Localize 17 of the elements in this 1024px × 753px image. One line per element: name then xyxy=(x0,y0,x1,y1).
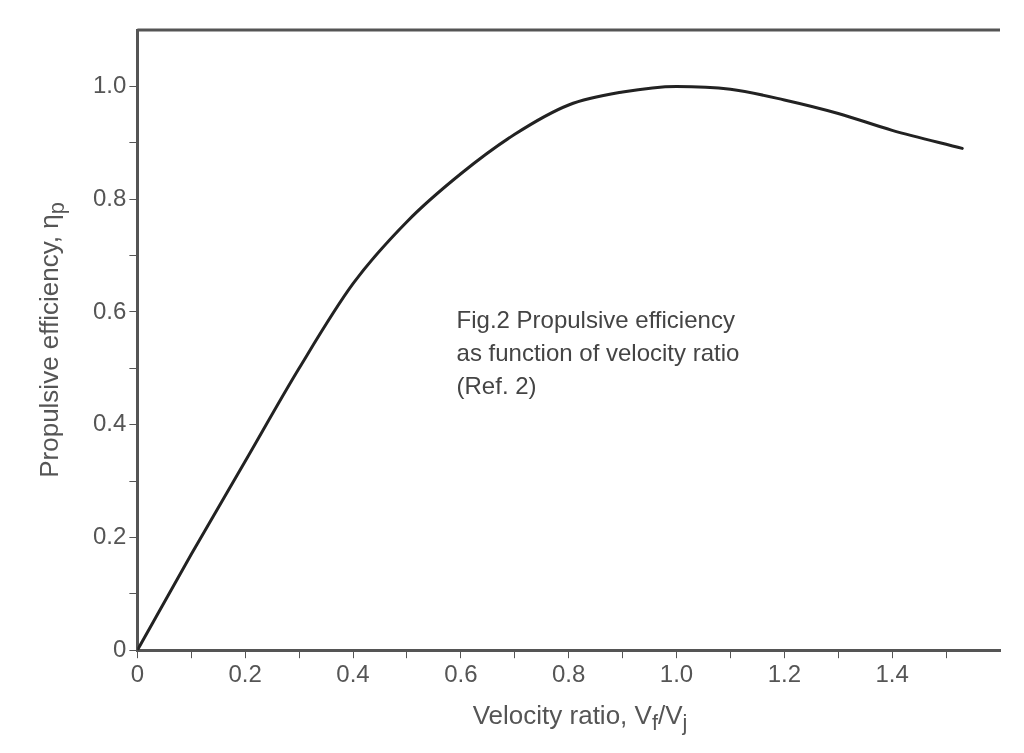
x-tick-label: 0.6 xyxy=(444,660,478,688)
x-tick-label: 1.4 xyxy=(875,660,909,688)
x-tick-label: 0 xyxy=(130,660,145,688)
x-tick-label: 0.4 xyxy=(336,660,370,688)
y-tick-label: 0.6 xyxy=(92,296,127,324)
x-tick-label: 0.2 xyxy=(228,660,262,688)
y-tick-label: 0 xyxy=(113,634,127,662)
line-series xyxy=(137,84,964,651)
x-tick-label: 1.2 xyxy=(767,660,802,688)
y-tick-label: 0.4 xyxy=(92,409,127,437)
y-tick-label: 0.8 xyxy=(92,183,127,211)
x-axis-title: Velocity ratio, V$_{f}$/V$_{j}$ xyxy=(471,700,689,737)
x-tick-label: 1.0 xyxy=(659,660,694,688)
y-tick-label: 0.2 xyxy=(92,522,127,550)
annotation: Fig.2 Propulsive efficiency as function of velocity ratio (Ref. 2) xyxy=(456,305,740,399)
x-tick-label: 0.8 xyxy=(551,660,586,688)
y-tick-label: 1.0 xyxy=(92,71,127,99)
